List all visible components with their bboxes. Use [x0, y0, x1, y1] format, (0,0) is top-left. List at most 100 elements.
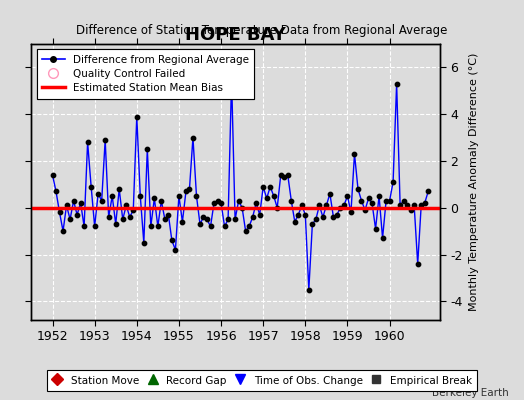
Point	[77, 200, 85, 206]
Point	[234, 198, 243, 204]
Legend: Difference from Regional Average, Quality Control Failed, Estimated Station Mean: Difference from Regional Average, Qualit…	[37, 49, 254, 99]
Point	[351, 151, 359, 157]
Point	[368, 200, 376, 206]
Point	[347, 209, 355, 216]
Point	[147, 223, 155, 230]
Point	[280, 174, 288, 180]
Point	[154, 223, 162, 230]
Point	[312, 216, 320, 223]
Point	[139, 240, 148, 246]
Point	[171, 247, 180, 253]
Point	[301, 212, 310, 218]
Point	[56, 209, 64, 216]
Point	[122, 202, 130, 208]
Point	[94, 190, 102, 197]
Point	[386, 198, 394, 204]
Point	[242, 228, 250, 234]
Point	[298, 202, 306, 208]
Point	[375, 193, 383, 199]
Point	[256, 212, 264, 218]
Point	[413, 261, 422, 267]
Point	[217, 200, 225, 206]
Point	[83, 139, 92, 146]
Point	[182, 188, 190, 194]
Point	[66, 216, 74, 223]
Point	[273, 204, 281, 211]
Point	[361, 207, 369, 213]
Point	[157, 198, 166, 204]
Point	[417, 202, 425, 208]
Point	[382, 198, 390, 204]
Point	[231, 216, 239, 223]
Point	[245, 223, 253, 230]
Point	[199, 214, 208, 220]
Point	[420, 200, 429, 206]
Point	[304, 286, 313, 293]
Point	[294, 212, 302, 218]
Point	[97, 198, 106, 204]
Point	[424, 188, 432, 194]
Point	[62, 202, 71, 208]
Point	[178, 218, 187, 225]
Title: HOPE BAY: HOPE BAY	[185, 26, 286, 44]
Point	[291, 218, 299, 225]
Text: Berkeley Earth: Berkeley Earth	[432, 388, 508, 398]
Point	[126, 214, 134, 220]
Point	[266, 184, 275, 190]
Point	[143, 146, 151, 152]
Point	[112, 221, 120, 227]
Point	[372, 226, 380, 232]
Point	[80, 223, 89, 230]
Text: Difference of Station Temperature Data from Regional Average: Difference of Station Temperature Data f…	[77, 24, 447, 37]
Point	[108, 193, 116, 199]
Point	[248, 214, 257, 220]
Point	[168, 237, 176, 244]
Point	[206, 223, 215, 230]
Point	[192, 193, 201, 199]
Point	[203, 216, 211, 223]
Point	[259, 184, 267, 190]
Point	[189, 134, 197, 141]
Point	[196, 221, 204, 227]
Point	[213, 198, 222, 204]
Point	[91, 223, 99, 230]
Point	[343, 193, 352, 199]
Point	[104, 214, 113, 220]
Point	[210, 200, 218, 206]
Point	[221, 223, 229, 230]
Point	[326, 190, 334, 197]
Point	[115, 186, 123, 192]
Point	[69, 198, 78, 204]
Point	[161, 216, 169, 223]
Point	[392, 80, 401, 87]
Point	[333, 212, 341, 218]
Point	[87, 184, 95, 190]
Point	[389, 179, 397, 185]
Point	[378, 235, 387, 241]
Point	[308, 221, 316, 227]
Point	[227, 76, 236, 82]
Point	[150, 195, 159, 202]
Point	[224, 216, 232, 223]
Point	[252, 200, 260, 206]
Point	[277, 172, 285, 178]
Legend: Station Move, Record Gap, Time of Obs. Change, Empirical Break: Station Move, Record Gap, Time of Obs. C…	[47, 370, 477, 391]
Point	[315, 202, 323, 208]
Point	[52, 188, 60, 194]
Point	[329, 214, 337, 220]
Point	[287, 198, 296, 204]
Point	[364, 195, 373, 202]
Point	[396, 202, 405, 208]
Point	[410, 202, 418, 208]
Point	[101, 137, 110, 143]
Point	[136, 193, 145, 199]
Point	[407, 207, 415, 213]
Point	[336, 204, 345, 211]
Point	[263, 195, 271, 202]
Point	[185, 186, 194, 192]
Point	[283, 172, 292, 178]
Y-axis label: Monthly Temperature Anomaly Difference (°C): Monthly Temperature Anomaly Difference (…	[468, 53, 478, 311]
Point	[340, 202, 348, 208]
Point	[73, 212, 81, 218]
Point	[59, 228, 67, 234]
